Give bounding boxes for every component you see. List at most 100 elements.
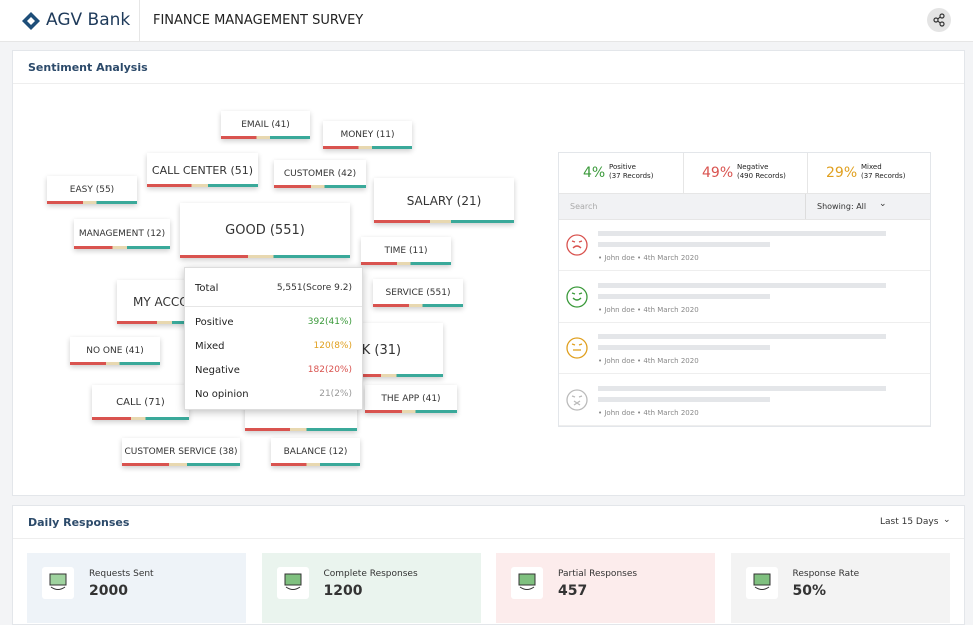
comment-meta: • John doe • 4th March 2020 <box>598 408 699 417</box>
sentiment-face <box>566 285 590 309</box>
word-box[interactable]: GOOD (551) <box>180 203 350 258</box>
word-label: CUSTOMER (42) <box>283 169 357 179</box>
face-icon <box>566 234 588 256</box>
logo-text: AGV Bank <box>46 10 131 30</box>
card-value: 50% <box>792 583 827 599</box>
placeholder-line <box>598 293 770 299</box>
face-icon <box>566 337 588 359</box>
tooltip-label: Positive <box>195 317 234 328</box>
stat-label: Mixed <box>861 163 882 171</box>
tooltip-value: 21(2%) <box>319 389 352 399</box>
card-icon <box>511 567 543 599</box>
logo-icon <box>22 12 40 30</box>
word-label: CUSTOMER SERVICE (38) <box>124 447 238 457</box>
card-label: Partial Responses <box>558 569 638 579</box>
word-label: TIME (11) <box>384 246 428 256</box>
share-button[interactable] <box>927 8 951 32</box>
card-icon <box>276 567 309 599</box>
stat-cell: 49% Negative (490 Records) <box>683 153 807 193</box>
panel-header <box>13 51 964 84</box>
word-box[interactable]: CALL (71) <box>92 385 189 420</box>
stat-percent: 49% <box>702 165 734 181</box>
card-icon-glyph <box>518 573 536 590</box>
comment-meta: • John doe • 4th March 2020 <box>598 357 699 365</box>
card-value: 457 <box>558 583 588 599</box>
placeholder-line <box>598 385 886 391</box>
tooltip-label: Total <box>195 283 219 294</box>
tooltip: Total 5,551(Score 9.2) Positive 392(41%) Mix… <box>184 267 363 410</box>
card-label: Requests Sent <box>89 569 154 579</box>
word-box[interactable]: CALL CENTER (51) <box>147 153 258 187</box>
placeholder-line <box>598 282 886 288</box>
panel-header <box>13 506 964 539</box>
placeholder-line <box>598 334 886 339</box>
tooltip-value: 392(41%) <box>307 317 352 327</box>
sentiment-face <box>566 336 590 360</box>
stat-label: Negative <box>737 163 769 171</box>
share-icon <box>933 13 945 27</box>
card-value: 2000 <box>89 583 128 599</box>
filter-select[interactable]: Showing: All <box>817 202 867 211</box>
page-title: FINANCE MANAGEMENT SURVEY <box>153 13 364 28</box>
word-label: NO ONE (41) <box>86 346 144 356</box>
divider <box>185 306 362 307</box>
word-box[interactable]: SERVICE (551) <box>373 279 463 307</box>
word-box[interactable]: NO ONE (41) <box>70 337 160 365</box>
word-label: GOOD (551) <box>225 223 305 238</box>
stat-records: (37 Records) <box>861 172 906 180</box>
word-box[interactable]: THE APP (41) <box>365 385 457 413</box>
comment-row: • John doe • 4th March 2020 <box>559 220 930 271</box>
word-label: SALARY (21) <box>406 193 482 208</box>
stat-percent: 29% <box>826 165 858 181</box>
feedback-panel: 4% Positive (37 Records) 49% Negative (490 Re… <box>558 152 931 427</box>
divider <box>805 194 806 219</box>
tooltip-value: 5,551(Score 9.2) <box>276 283 352 293</box>
search-input[interactable]: Search <box>570 202 598 211</box>
tooltip-value: 120(8%) <box>313 341 352 351</box>
word-box[interactable]: MANAGEMENT (12) <box>74 219 170 249</box>
word-box[interactable]: TIME (11) <box>361 237 451 265</box>
stat-card: Partial Responses 457 <box>496 553 715 623</box>
word-label: MY ACCO <box>133 295 189 309</box>
sentiment-face <box>566 233 590 257</box>
word-label: SERVICE (551) <box>385 288 451 298</box>
stat-records: (490 Records) <box>737 172 786 180</box>
word-box[interactable]: EMAIL (41) <box>221 111 310 139</box>
placeholder-line <box>598 345 770 350</box>
tooltip-label: Mixed <box>195 341 225 352</box>
divider <box>139 0 140 42</box>
stat-card: Response Rate 50% <box>730 553 950 623</box>
card-icon <box>42 567 74 599</box>
stat-card: Complete Responses 1200 <box>261 553 481 623</box>
word-box[interactable]: EASY (55) <box>47 176 137 204</box>
word-label: EMAIL (41) <box>241 120 290 130</box>
word-box[interactable]: MONEY (11) <box>323 121 412 149</box>
card-label: Complete Responses <box>323 569 418 579</box>
tooltip-label: Negative <box>195 365 240 376</box>
word-label: NK (31) <box>352 342 402 358</box>
comment-meta: • John doe • 4th March 2020 <box>598 305 699 314</box>
panel-title: Daily Responses <box>28 516 130 529</box>
card-icon-glyph <box>284 573 301 590</box>
placeholder-line <box>598 231 886 236</box>
chevron: ⌄ <box>879 199 887 209</box>
stat-cell: 29% Mixed (37 Records) <box>807 153 931 193</box>
stat-records: (37 Records) <box>609 172 654 180</box>
word-box[interactable]: CUSTOMER (42) <box>274 160 366 188</box>
word-label: MONEY (11) <box>340 130 395 140</box>
face-icon <box>566 285 588 308</box>
word-box[interactable]: SALARY (21) <box>374 178 514 223</box>
word-label: EASY (55) <box>69 185 115 195</box>
face-icon <box>566 388 588 411</box>
word-label: CALL (71) <box>116 397 165 408</box>
range-select[interactable]: Last 15 Days <box>880 517 939 527</box>
stat-cell: 4% Positive (37 Records) <box>559 153 683 193</box>
card-icon-glyph <box>49 573 67 590</box>
word-label: MANAGEMENT (12) <box>78 229 166 239</box>
word-box[interactable]: CUSTOMER SERVICE (38) <box>122 438 240 466</box>
word-label: CALL CENTER (51) <box>151 163 254 177</box>
card-label: Response Rate <box>792 569 860 579</box>
search-bar: Search Showing: All ⌄ <box>559 193 930 220</box>
word-box[interactable]: BALANCE (12) <box>271 438 360 466</box>
